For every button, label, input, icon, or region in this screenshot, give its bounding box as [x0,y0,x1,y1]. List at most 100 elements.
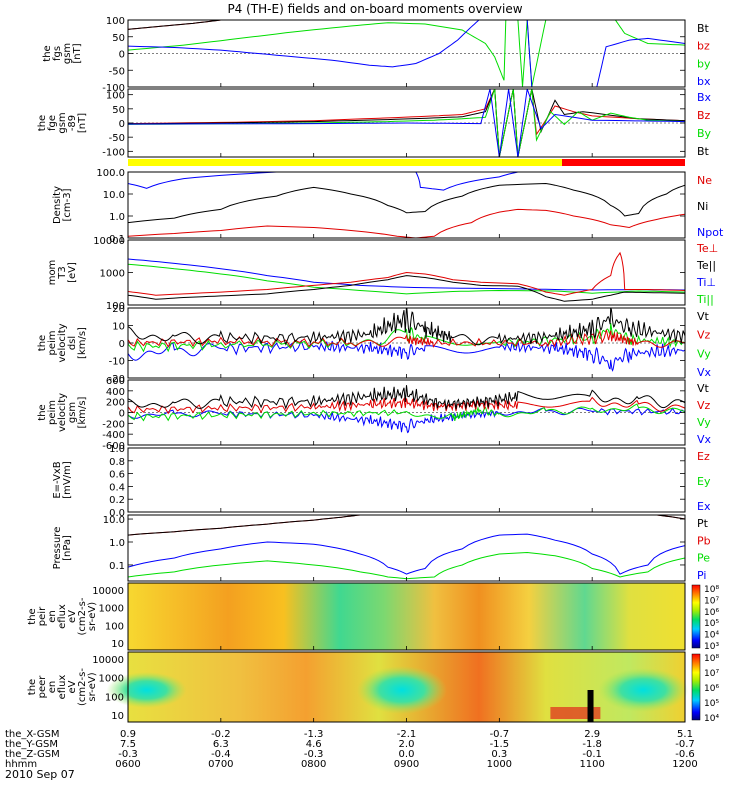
ylabel-line: the [37,335,48,351]
orbit-value: 2.9 [584,729,600,740]
ylabel-line: dsl [67,336,78,350]
orbit-value: 1200 [672,759,697,770]
ylabel-line: gsm [67,402,78,423]
colorbar-tick: 10⁶ [704,608,719,618]
ylabel-fgs: the fgs gsm [nT] [42,43,83,64]
tick-label: 0.4 [109,482,125,493]
series-line-velocity-gsm-1 [128,403,685,422]
orbit-value: 5.1 [677,729,693,740]
orbit-value: 0900 [394,759,419,770]
legend-entry: Bx [697,91,712,104]
ylabel-line: T3 [57,266,68,279]
legend-entry: Npot [697,226,724,239]
tick-label: 10.0 [103,190,125,201]
tick-label: 50 [112,33,125,44]
tick-label: 600 [106,376,125,387]
series-line-density-1 [128,182,685,224]
tick-label: -600 [102,441,125,452]
series-line-density-2 [128,208,685,238]
series-group [128,89,685,157]
ylabel-line: eV [67,680,78,693]
ylabel-line: [km/s] [77,396,88,428]
legend-entry: Vy [697,416,711,429]
tick-label: 0.1 [109,234,125,245]
ylabel-efield: E=-VxB [mV/m] [52,461,73,499]
legend-entry: Vx [697,433,712,446]
panel-efield: 1.0 0.8 0.60.4 0.2 0.0 E=-VxB [mV/m] Ez Ey Ex [52,444,711,519]
series-group [128,308,685,372]
ylabel-line: sr-eV) [87,672,98,701]
legend-entry: Pb [697,534,711,547]
orbit-value: -0.7 [675,739,695,750]
series-group [128,20,685,87]
ylabel-density: Density [cm-3] [52,186,73,224]
spectrogram-blob-1 [106,672,187,708]
orbit-value: 4.6 [306,739,322,750]
ylabel-line: peim [47,330,58,355]
tick-label: 0 [119,339,125,350]
ylabel-line: peir [37,606,48,626]
panel-pressure: 10.0 1.0 0.1 Pressure [nPa] Pt Pb Pe Pi [52,514,711,582]
colorbar-tick: 10⁴ [704,631,719,641]
tick-label: 1000 [99,604,124,615]
tick-label: 10000 [92,655,124,666]
orbit-value: 2.0 [399,739,415,750]
ylabel-line: [cm-3] [62,188,73,221]
date-label: 2010 Sep 07 [5,768,75,781]
tick-label: -50 [109,66,125,77]
legend-entry: Ni [697,200,708,213]
series-group [128,251,685,302]
ylabel-line: the [42,45,53,61]
orbit-value: -0.2 [211,729,231,740]
ylabel-line: fge [47,115,58,131]
tick-label: -100 [102,147,125,158]
colorbar-tick: 10⁵ [704,619,719,629]
colorbar-tick: 10⁷ [704,596,719,606]
tick-label: -200 [102,419,125,430]
ylabel-line: en [47,610,58,623]
legend-entry: Ti⊥ [696,276,716,289]
ylabel-line: [eV] [67,262,78,283]
ylabel-line: velocity [57,393,68,432]
legend-entry: Bz [697,109,711,122]
state-bar-red [562,159,685,166]
colorbar-tick: 10⁴ [704,714,719,724]
legend-entry: Te⊥ [696,242,718,255]
tick-label: 0.8 [109,457,125,468]
ylabel-temp: mom T3 [eV] [47,260,78,286]
orbit-value: -0.6 [675,749,695,760]
ylabel-line: peer [37,675,48,699]
data-gap [587,690,594,722]
ylabel-line: the [37,404,48,420]
orbit-row-name: hhmm [5,759,37,770]
series-line-temp-3 [128,275,685,302]
orbit-row-name: the_Z-GSM [5,749,60,760]
tick-label: 200 [106,398,125,409]
tick-label: 10 [111,639,124,650]
legend-entry: by [697,57,711,70]
series-line-fgs-3 [128,20,685,87]
ylabel-elec-spec: the peer en eflux eV (cm2-s-sr-eV) [27,668,98,706]
series-line-velocity-dsl-1 [128,323,685,353]
panel-fge: 100 50 0 -50 -100 the fge gsm -89 [nT] Bx Bz By Bt [37,88,712,158]
series-line-pressure-3 [128,551,685,580]
series-line-velocity-gsm-2 [128,396,685,415]
series-group [128,385,685,434]
series-line-velocity-gsm-0 [128,407,685,434]
colorbar-elec-spec [691,653,701,721]
series-line-fgs-2 [128,20,685,87]
ylabel-ion-spec: the peir en eflux eV (cm2-s-sr-eV) [27,597,98,635]
ylabel-line: Density [52,186,63,224]
tick-label: 50 [112,105,125,116]
colorbar-tick: 10⁸ [704,585,719,595]
tick-label: -50 [109,133,125,144]
series-line-pressure-0 [128,515,685,536]
tick-label: 0 [119,50,125,61]
colorbar-tick: 10⁸ [704,654,719,664]
tick-label: 100 [106,301,125,312]
panel-density: 100.0 10.0 1.0 0.1 Density [cm-3] Ne Ni Npot [52,168,724,245]
series-line-velocity-gsm-3 [128,385,685,410]
ylabel-line: E=-VxB [52,461,63,498]
